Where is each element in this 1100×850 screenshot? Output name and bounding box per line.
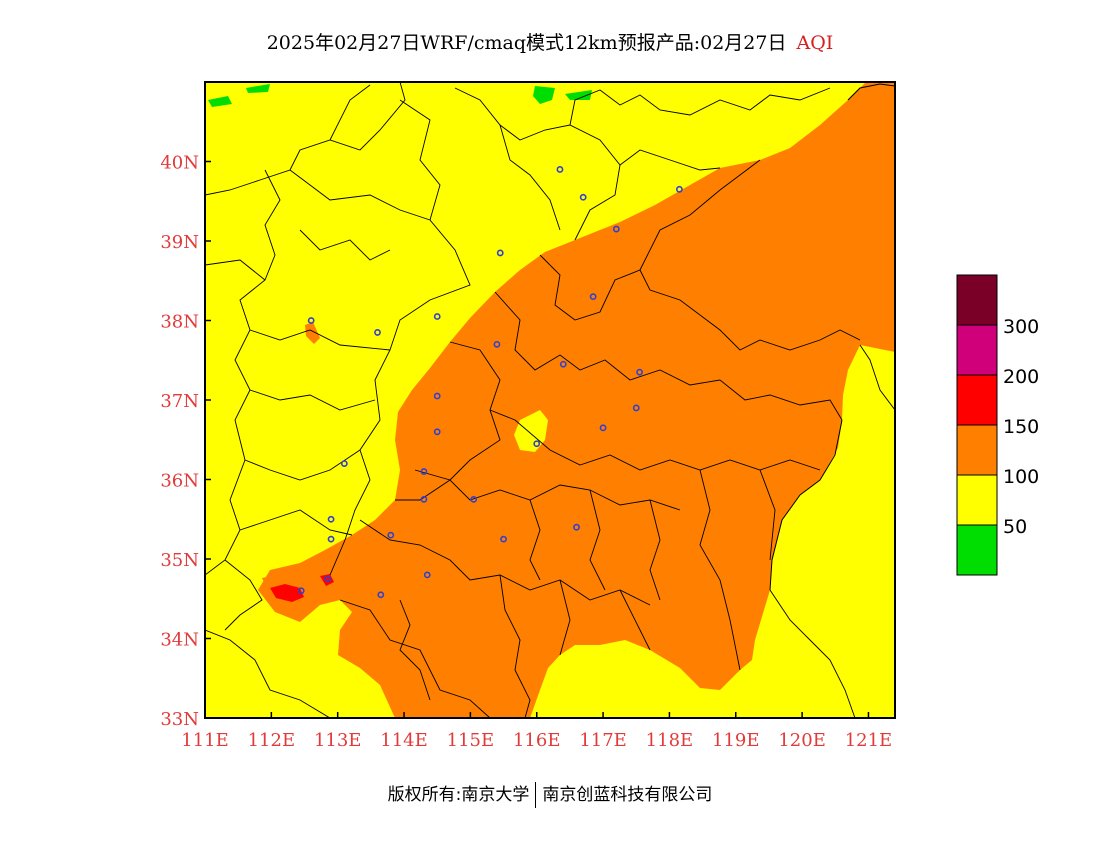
city-marker bbox=[612, 225, 620, 233]
city-marker bbox=[599, 424, 607, 432]
city-marker bbox=[533, 440, 541, 448]
city-marker bbox=[579, 193, 587, 201]
x-tick-label: 119E bbox=[712, 730, 760, 751]
y-tick-label: 38N bbox=[160, 312, 199, 333]
aqi-orange-region bbox=[258, 82, 895, 718]
aqi-legend: 50 100 150 200 300 bbox=[956, 274, 1039, 576]
legend-swatch-yellow bbox=[956, 474, 998, 526]
x-tick-label: 118E bbox=[646, 730, 694, 751]
legend-label-150: 150 bbox=[1003, 416, 1039, 438]
city-marker bbox=[374, 329, 381, 336]
legend-swatch-maroon bbox=[956, 274, 998, 326]
aqi-green-patch bbox=[565, 90, 592, 100]
city-markers bbox=[297, 166, 683, 599]
title-variable: AQI bbox=[796, 32, 834, 54]
aqi-orange-patch bbox=[305, 322, 320, 344]
city-marker bbox=[470, 495, 478, 503]
city-marker bbox=[433, 313, 441, 320]
city-marker bbox=[589, 293, 597, 301]
x-tick-label: 113E bbox=[314, 730, 362, 751]
coastline bbox=[847, 83, 895, 101]
legend-swatch-red bbox=[956, 374, 998, 426]
city-marker bbox=[559, 360, 567, 368]
legend-label-200: 200 bbox=[1003, 366, 1039, 388]
y-tick-label: 34N bbox=[160, 630, 199, 651]
y-tick-label: 39N bbox=[160, 232, 199, 253]
x-tick-label: 117E bbox=[579, 730, 627, 751]
city-marker bbox=[387, 531, 395, 539]
y-axis: 33N 34N 35N 36N 37N 38N 39N 40N bbox=[160, 153, 211, 730]
admin-borders bbox=[205, 82, 895, 718]
city-marker bbox=[423, 571, 431, 579]
y-tick-label: 33N bbox=[160, 709, 199, 730]
city-marker bbox=[327, 535, 335, 543]
copyright-owner: 版权所有:南京大学 bbox=[387, 785, 530, 805]
copyright-company: 南京创蓝科技有限公司 bbox=[542, 785, 713, 805]
coastline bbox=[769, 419, 843, 591]
legend-label-300: 300 bbox=[1003, 316, 1039, 338]
y-tick-label: 37N bbox=[160, 391, 199, 412]
copyright-separator bbox=[535, 782, 537, 808]
city-marker bbox=[420, 468, 428, 475]
legend-label-50: 50 bbox=[1003, 516, 1027, 538]
x-tick-label: 112E bbox=[248, 730, 296, 751]
city-marker bbox=[573, 523, 580, 531]
city-marker bbox=[327, 515, 335, 523]
city-marker bbox=[500, 535, 507, 543]
y-tick-label: 40N bbox=[160, 153, 199, 174]
legend-swatch-green bbox=[956, 524, 998, 576]
title-text: 2025年02月27日WRF/cmaq模式12km预报产品:02月27日 bbox=[266, 32, 787, 54]
city-marker bbox=[377, 591, 385, 599]
legend-swatch-magenta bbox=[956, 324, 998, 376]
aqi-green-patch bbox=[208, 96, 232, 107]
aqi-red-patch bbox=[270, 584, 304, 602]
aqi-green-patch bbox=[533, 86, 555, 104]
x-tick-label: 115E bbox=[447, 730, 495, 751]
city-marker bbox=[675, 185, 683, 193]
legend-swatch-orange bbox=[956, 424, 998, 476]
city-marker bbox=[340, 460, 348, 467]
x-axis: 111E 112E 113E 114E 115E 116E 117E 118E 119E 120E… bbox=[181, 712, 892, 751]
x-tick-label: 114E bbox=[380, 730, 428, 751]
x-tick-label: 120E bbox=[778, 730, 826, 751]
city-marker bbox=[433, 428, 441, 436]
city-marker bbox=[433, 392, 441, 400]
city-marker bbox=[556, 166, 564, 173]
city-marker bbox=[496, 249, 504, 257]
legend-label-100: 100 bbox=[1003, 466, 1039, 488]
city-marker bbox=[420, 495, 428, 503]
x-tick-label: 121E bbox=[845, 730, 893, 751]
x-tick-label: 116E bbox=[513, 730, 561, 751]
copyright-line: 版权所有:南京大学 南京创蓝科技有限公司 bbox=[0, 780, 1100, 808]
y-tick-label: 35N bbox=[160, 550, 199, 571]
city-marker bbox=[297, 587, 305, 595]
aqi-green-patch bbox=[246, 84, 270, 93]
city-marker bbox=[307, 317, 315, 324]
city-marker bbox=[632, 404, 640, 412]
y-tick-label: 36N bbox=[160, 471, 199, 492]
map-title: 2025年02月27日WRF/cmaq模式12km预报产品:02月27日 AQI bbox=[0, 28, 1100, 55]
map-plot-area bbox=[205, 82, 895, 718]
x-tick-label: 111E bbox=[181, 730, 229, 751]
city-marker bbox=[324, 575, 332, 583]
city-marker bbox=[636, 368, 643, 376]
city-marker bbox=[493, 340, 501, 348]
